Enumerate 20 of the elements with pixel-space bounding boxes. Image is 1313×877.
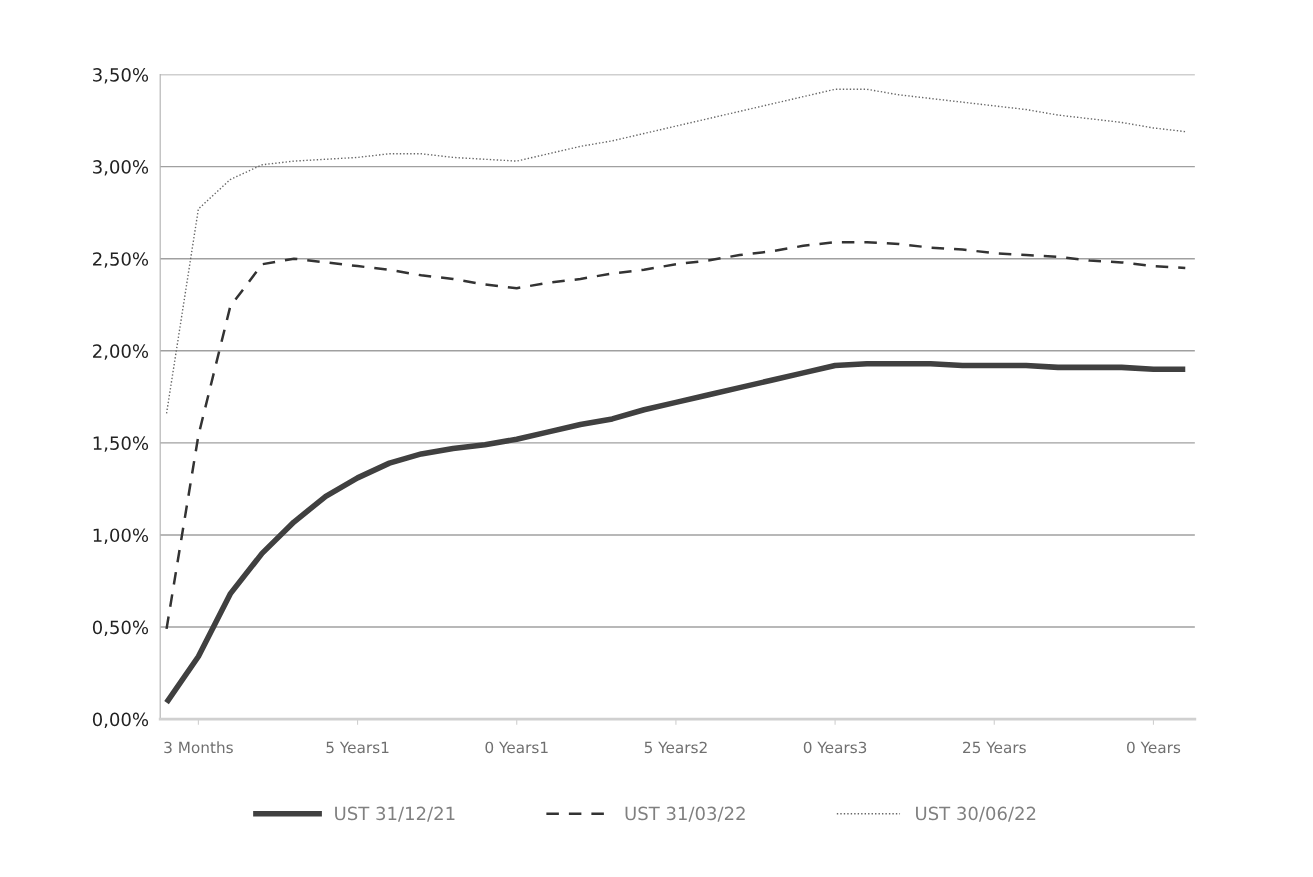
y-tick-label: 2,00% (93, 344, 149, 360)
y-tick-label: 2,50% (93, 252, 149, 268)
y-tick-label: 3,00% (93, 160, 149, 176)
y-tick-label: 0,00% (92, 712, 149, 729)
x-tick-label: 25 Years (963, 741, 1026, 754)
line-series (165, 240, 1187, 631)
legend-label: UST 30/06/22 (916, 806, 1036, 822)
y-tick-label: 3,50% (93, 68, 149, 84)
x-tick-label: 0 Years (1127, 741, 1181, 754)
x-tick-label: 0 Years3 (803, 741, 867, 754)
legend-label: UST 31/03/22 (625, 806, 745, 822)
x-tick-label: 0 Years1 (485, 741, 548, 754)
y-tick-label: 1,50% (93, 436, 149, 452)
y-tick-label: 1,00% (93, 528, 149, 544)
x-tick-label: 5 Years2 (644, 741, 707, 754)
legend-label: UST 31/12/21 (335, 806, 455, 822)
line-series (165, 88, 1186, 415)
x-tick-label: 5 Years1 (326, 741, 389, 754)
y-tick-label: 0,50% (92, 620, 149, 637)
x-tick-label: 3 Months (164, 741, 233, 754)
